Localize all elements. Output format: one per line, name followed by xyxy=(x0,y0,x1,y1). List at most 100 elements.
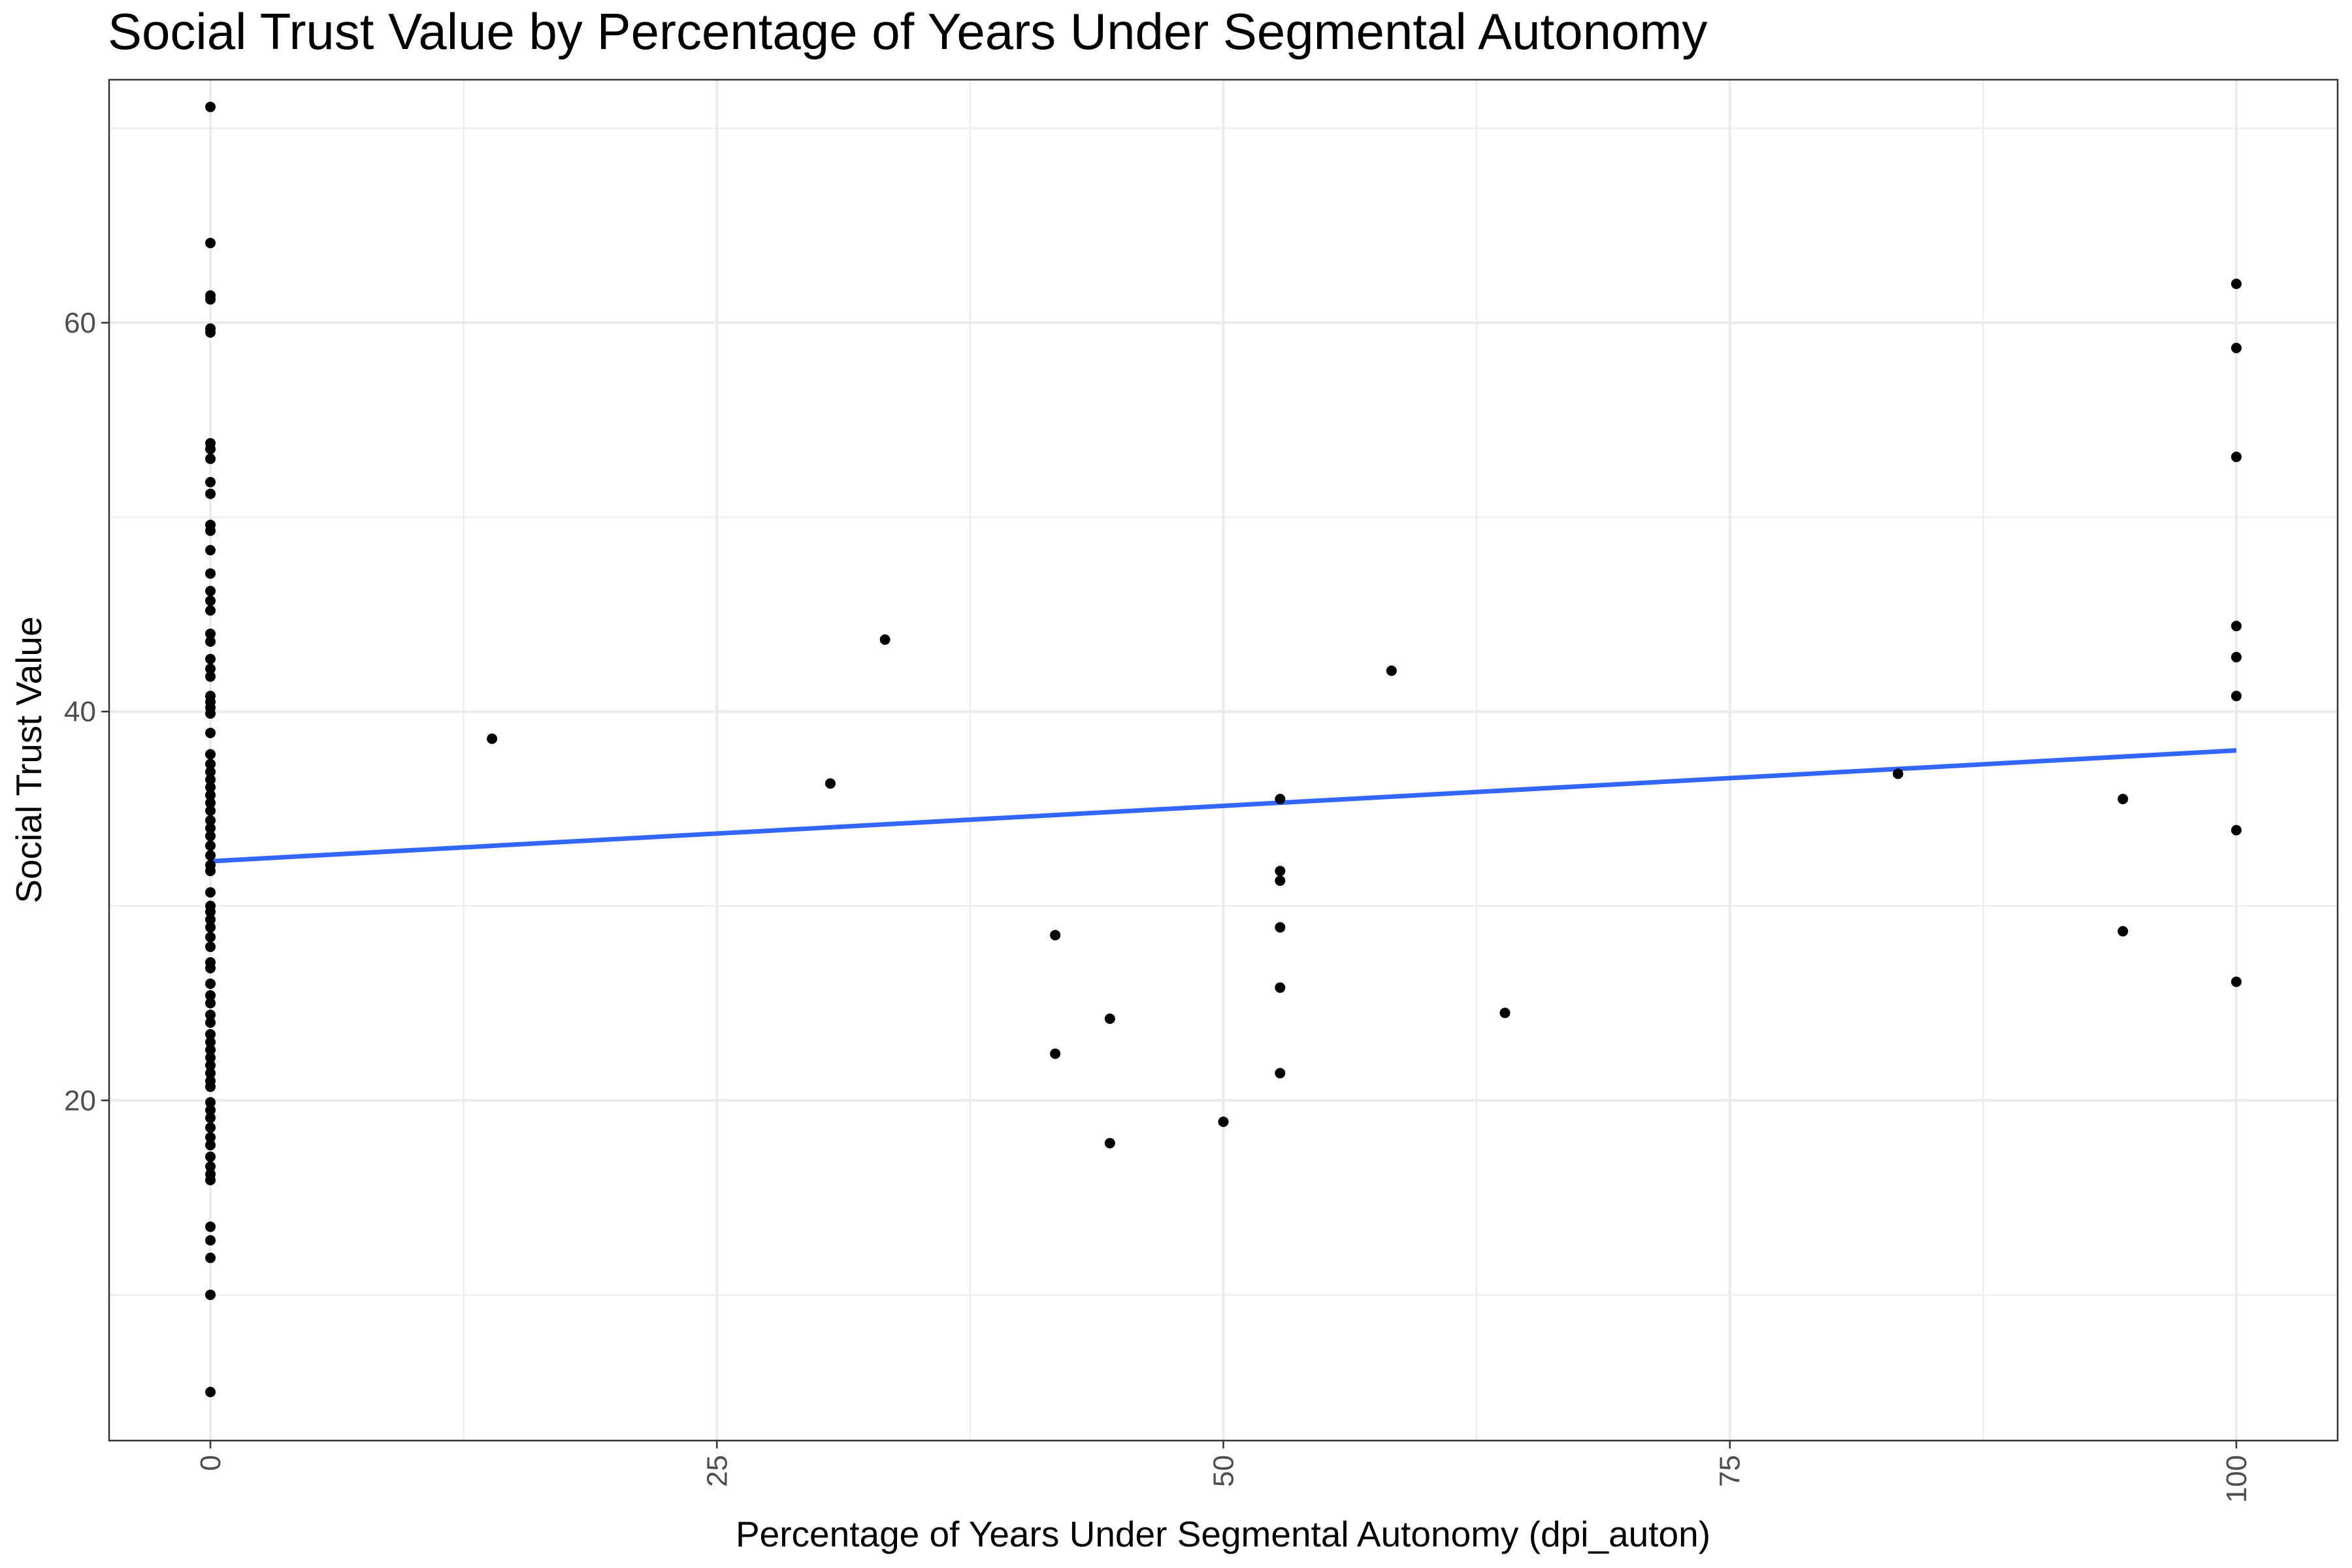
data-point xyxy=(205,585,216,596)
data-point xyxy=(487,733,498,744)
data-point xyxy=(205,1221,216,1232)
data-point xyxy=(205,1175,216,1186)
data-point xyxy=(205,1052,216,1063)
x-tick-label: 100 xyxy=(2221,1455,2253,1503)
data-point xyxy=(205,453,216,465)
data-point xyxy=(205,476,216,487)
data-point xyxy=(205,1151,216,1162)
data-point xyxy=(205,790,216,801)
data-point xyxy=(205,914,216,925)
y-axis-label: Social Trust Value xyxy=(8,616,49,903)
data-point xyxy=(205,922,216,933)
data-point xyxy=(1104,1137,1115,1149)
data-point xyxy=(205,708,216,719)
data-point xyxy=(205,1139,216,1151)
data-point xyxy=(205,830,216,841)
data-point xyxy=(205,727,216,738)
data-point xyxy=(205,887,216,898)
x-tick-label: 25 xyxy=(701,1455,733,1487)
data-point xyxy=(1275,875,1286,886)
data-point xyxy=(205,605,216,616)
data-point xyxy=(205,823,216,834)
data-point xyxy=(205,1161,216,1172)
data-point xyxy=(1050,1048,1061,1059)
data-point xyxy=(205,1017,216,1028)
x-tick-label: 50 xyxy=(1208,1455,1240,1487)
grid-lines xyxy=(109,80,2338,1441)
data-point xyxy=(205,1009,216,1021)
data-point xyxy=(1275,794,1286,805)
chart-title: Social Trust Value by Percentage of Year… xyxy=(108,3,1707,60)
x-tick-label: 0 xyxy=(195,1455,227,1471)
data-point xyxy=(1499,1007,1511,1019)
data-point xyxy=(2117,794,2129,805)
data-point xyxy=(205,568,216,579)
data-point xyxy=(205,1036,216,1047)
data-point xyxy=(205,1068,216,1079)
data-point xyxy=(205,1122,216,1133)
data-point xyxy=(205,978,216,989)
data-point xyxy=(205,671,216,682)
data-point xyxy=(205,990,216,1001)
data-point xyxy=(205,1097,216,1108)
data-point xyxy=(205,998,216,1009)
data-point xyxy=(205,866,216,877)
data-point xyxy=(1386,665,1397,676)
data-point xyxy=(205,653,216,664)
data-point xyxy=(205,1029,216,1040)
data-point xyxy=(205,237,216,248)
x-tick-label: 75 xyxy=(1714,1455,1746,1487)
data-point xyxy=(205,766,216,777)
data-point xyxy=(205,294,216,305)
data-point xyxy=(1104,1013,1115,1024)
axis-ticks: 20 40 60 0 25 50 75 100 xyxy=(64,307,2253,1503)
data-point xyxy=(2117,926,2129,937)
data-point xyxy=(205,1060,216,1071)
data-points xyxy=(205,101,2242,1397)
data-point xyxy=(205,327,216,338)
y-tick-label: 60 xyxy=(64,307,96,339)
data-point xyxy=(205,749,216,760)
data-point xyxy=(205,488,216,499)
data-point xyxy=(2230,278,2242,289)
data-point xyxy=(205,1132,216,1143)
data-point xyxy=(2230,651,2242,662)
data-point xyxy=(205,805,216,816)
data-point xyxy=(205,1386,216,1397)
data-point xyxy=(205,525,216,536)
data-point xyxy=(205,545,216,556)
data-point xyxy=(205,932,216,943)
data-point xyxy=(205,941,216,953)
data-point xyxy=(2230,451,2242,463)
data-point xyxy=(2230,342,2242,353)
data-point xyxy=(2230,825,2242,836)
data-point xyxy=(205,595,216,606)
data-point xyxy=(205,1289,216,1300)
data-point xyxy=(205,101,216,112)
data-point xyxy=(205,636,216,647)
data-point xyxy=(2230,691,2242,702)
data-point xyxy=(1275,982,1286,993)
data-point xyxy=(205,815,216,826)
data-point xyxy=(879,634,890,645)
data-point xyxy=(1275,922,1286,933)
data-point xyxy=(1275,866,1286,877)
y-tick-label: 20 xyxy=(64,1085,96,1117)
data-point xyxy=(1893,768,1904,779)
data-point xyxy=(205,759,216,770)
data-point xyxy=(205,797,216,808)
data-point xyxy=(205,850,216,861)
data-point xyxy=(205,840,216,851)
data-point xyxy=(1275,1068,1286,1079)
data-point xyxy=(205,1081,216,1092)
data-point xyxy=(825,778,836,789)
data-point xyxy=(205,444,216,455)
data-point xyxy=(205,962,216,973)
data-point xyxy=(205,663,216,674)
data-point xyxy=(1218,1116,1229,1127)
data-point xyxy=(205,1044,216,1055)
data-point xyxy=(205,1252,216,1264)
data-point xyxy=(205,906,216,917)
